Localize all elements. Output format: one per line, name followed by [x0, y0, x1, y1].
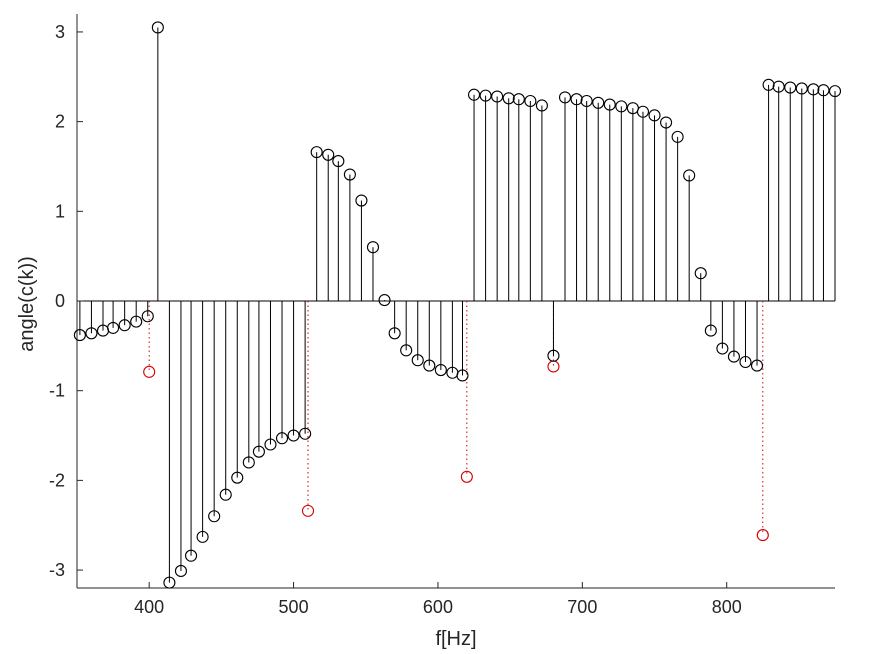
stem-marker: [491, 90, 504, 103]
stem-marker: [756, 529, 769, 542]
stem-marker: [828, 85, 842, 98]
stem-marker: [615, 100, 628, 113]
stem-marker: [807, 83, 820, 96]
stem-marker: [683, 169, 696, 182]
stem-marker: [671, 130, 684, 143]
stem-marker: [660, 116, 673, 129]
series-black-stems: [73, 21, 842, 589]
x-axis-label: f[Hz]: [435, 628, 476, 650]
stem-marker: [411, 354, 424, 367]
stem-marker: [772, 80, 785, 93]
stem-marker: [355, 194, 368, 207]
x-tick-label: 700: [567, 597, 597, 617]
stem-marker: [479, 89, 492, 102]
stem-marker: [636, 105, 650, 118]
stem-marker: [535, 99, 548, 112]
y-tick-label: 1: [55, 201, 65, 221]
stem-marker: [264, 438, 277, 451]
stem-marker: [163, 576, 176, 589]
stem-marker: [592, 96, 605, 109]
x-tick-label: 800: [712, 597, 742, 617]
stem-marker: [231, 471, 244, 484]
stem-marker: [716, 342, 729, 355]
stem-marker: [512, 93, 525, 106]
y-tick-label: 2: [55, 112, 65, 132]
stem-marker: [580, 94, 593, 108]
stem-marker: [118, 319, 131, 332]
stem-marker: [817, 84, 830, 97]
x-tick-label: 600: [423, 597, 453, 617]
stem-marker: [750, 359, 764, 372]
stem-marker: [727, 350, 740, 363]
stem-marker: [603, 98, 616, 111]
stem-marker: [343, 168, 356, 181]
y-tick-label: -2: [49, 470, 65, 490]
stem-marker: [299, 427, 312, 440]
y-tick-label: 0: [55, 291, 65, 311]
stem-marker: [547, 349, 560, 362]
stem-marker: [795, 82, 808, 95]
stem-marker: [275, 432, 289, 445]
y-tick-label: 3: [55, 22, 65, 42]
stem-marker: [739, 355, 752, 369]
stem-marker: [310, 146, 323, 159]
stem-marker: [301, 504, 315, 517]
stem-marker: [242, 456, 255, 469]
stem-marker: [208, 510, 221, 523]
y-tick-label: -1: [49, 381, 65, 401]
stem-marker: [456, 369, 469, 382]
stem-marker: [648, 109, 661, 122]
stem-marker: [558, 91, 572, 104]
y-axis-label: angle(c(k)): [16, 256, 38, 352]
stem-marker: [423, 359, 436, 372]
stem-marker: [252, 445, 265, 458]
stem-marker: [762, 78, 775, 91]
stem-marker: [467, 88, 481, 101]
stem-marker: [196, 530, 209, 543]
tick-labels: 400 500 600 700 800 -3 -2 -1 0 1 2 3: [49, 22, 742, 617]
stem-marker: [107, 321, 120, 334]
stem-marker: [130, 315, 143, 328]
stem-marker: [460, 470, 473, 483]
stem-marker: [151, 21, 164, 34]
stem-marker: [185, 549, 198, 562]
stem-marker: [332, 155, 345, 168]
stem-marker: [704, 324, 717, 337]
stem-marker: [570, 93, 583, 106]
stem-marker: [400, 344, 413, 357]
stem-marker: [502, 92, 515, 105]
x-tick-label: 400: [134, 597, 164, 617]
stem-marker: [141, 310, 154, 323]
y-tick-label: -3: [49, 560, 65, 580]
stem-marker: [73, 329, 86, 342]
axes: [76, 14, 835, 589]
x-tick-label: 500: [279, 597, 309, 617]
stem-marker: [388, 327, 401, 340]
stem-marker: [378, 294, 391, 307]
stem-marker: [143, 365, 156, 378]
stem-marker: [322, 148, 335, 161]
stem-marker: [174, 564, 188, 578]
stem-marker: [694, 267, 707, 280]
stem-marker: [434, 364, 447, 377]
stem-marker: [287, 429, 300, 442]
stem-marker: [85, 327, 98, 340]
stem-marker: [784, 81, 797, 94]
stem-marker: [219, 488, 232, 501]
stem-marker: [366, 241, 380, 254]
stem-marker: [524, 94, 537, 108]
